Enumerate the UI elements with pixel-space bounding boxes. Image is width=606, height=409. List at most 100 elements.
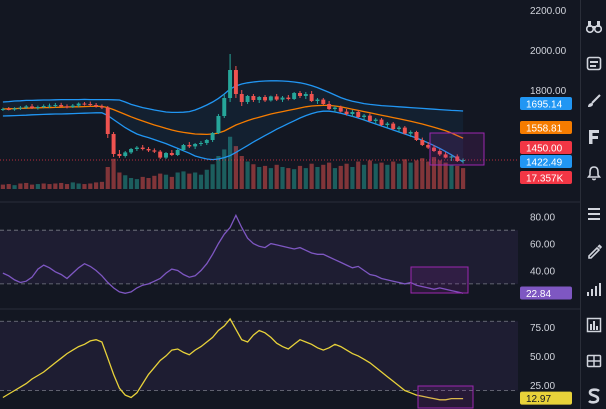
candle-body (379, 119, 384, 125)
candle-body (233, 70, 238, 94)
volume-bar (292, 169, 297, 189)
volume-bar (426, 161, 431, 189)
volume-bar (257, 167, 262, 189)
candle-body (461, 160, 466, 161)
candle-body (321, 99, 326, 104)
volume-bar (274, 164, 279, 189)
price-label: 1450.00 (520, 141, 572, 155)
selection-box[interactable] (410, 266, 469, 294)
candle-body (30, 106, 35, 108)
volume-bar (117, 172, 122, 189)
volume-bar (70, 182, 75, 189)
indicator-band (0, 321, 518, 391)
candle-body (338, 107, 343, 112)
volume-bar (99, 181, 105, 189)
calendar-icon[interactable] (585, 54, 603, 72)
candlesticks (0, 54, 518, 164)
s-logo-icon[interactable] (585, 387, 603, 405)
volume-bar (53, 183, 58, 189)
price-tick-label: 1800.00 (530, 86, 567, 97)
volume-bar (204, 169, 209, 189)
pencil-icon[interactable] (585, 242, 603, 260)
candle-body (123, 152, 128, 156)
financials-f-icon[interactable] (585, 128, 603, 146)
volume-bar (222, 149, 227, 189)
selection-box[interactable] (429, 132, 485, 166)
volume-bar (210, 164, 215, 189)
candle-body (117, 154, 122, 156)
candle-body (47, 105, 52, 107)
candle-body (41, 106, 46, 107)
candle-body (402, 127, 407, 134)
candle-body (222, 98, 227, 116)
volume-bar (414, 160, 419, 189)
volume-bar (47, 184, 52, 189)
indicator-band (0, 230, 518, 284)
volume-bar (24, 182, 29, 189)
candle-body (239, 94, 244, 102)
volume-bar (315, 167, 320, 189)
volume-bar (82, 184, 87, 189)
price-label-box (520, 155, 572, 168)
candle-body (164, 153, 168, 158)
selection-boxes (410, 132, 485, 409)
candle-body (12, 108, 17, 110)
stochastic-line (2, 317, 464, 401)
volume-bar (123, 175, 128, 189)
candle-body (140, 147, 145, 149)
volume-bar (18, 183, 23, 189)
candle-body (210, 133, 215, 140)
volume-bar (443, 162, 448, 189)
candle-body (367, 115, 372, 121)
volume-bar (94, 182, 99, 189)
candle-body (35, 107, 40, 108)
volume-bar (198, 174, 204, 189)
volume-bar (233, 146, 239, 189)
volume-bar (327, 162, 332, 189)
candle-body (437, 151, 442, 155)
selection-box[interactable] (417, 385, 474, 409)
volume-bar (391, 161, 396, 189)
right-toolbar (580, 0, 606, 409)
binoculars-icon[interactable] (585, 18, 603, 36)
brush-icon[interactable] (585, 92, 603, 110)
volume-bar (449, 164, 454, 189)
candle-body (327, 104, 332, 109)
stochastic-indicator (2, 317, 464, 401)
rsi-tick-label: 60.00 (530, 240, 555, 251)
volume-bar (303, 168, 308, 189)
menu-lines-icon[interactable] (585, 205, 603, 223)
volume-bar (385, 164, 390, 189)
price-label: 1695.14 (520, 97, 572, 111)
candle-body (94, 105, 99, 107)
candle-body (251, 96, 256, 100)
rsi-line (2, 213, 464, 294)
stoch-tick-label: 75.00 (530, 323, 555, 334)
candle-body (181, 145, 186, 150)
price-label-box (520, 141, 572, 154)
stoch-tick-label: 50.00 (530, 352, 555, 363)
volume-bar (332, 168, 338, 189)
candle-body (228, 70, 233, 98)
candle-body (216, 116, 221, 133)
bell-icon[interactable] (585, 164, 603, 182)
candle-body (198, 143, 203, 144)
price-label-text: 1422.49 (526, 158, 563, 169)
chart-grid-icon[interactable] (585, 316, 603, 334)
candle-body (82, 103, 87, 105)
candle-body (129, 149, 134, 153)
volume-bar (181, 171, 186, 189)
volume-bar (431, 157, 437, 189)
rsi-value-label: 22.84 (520, 286, 572, 300)
signal-bars-icon[interactable] (585, 280, 603, 298)
volume-bar (420, 158, 425, 189)
volume-bar (262, 165, 268, 189)
candle-body (158, 151, 163, 158)
price-label: 17.357K (520, 171, 572, 185)
volume-bars (0, 136, 466, 189)
layout-grid-icon[interactable] (585, 352, 603, 370)
price-labels: 1695.14 1558.81 1450.00 1422.49 17.357K 22.84… (520, 97, 572, 405)
candle-body (0, 109, 5, 110)
candle-body (18, 107, 23, 109)
